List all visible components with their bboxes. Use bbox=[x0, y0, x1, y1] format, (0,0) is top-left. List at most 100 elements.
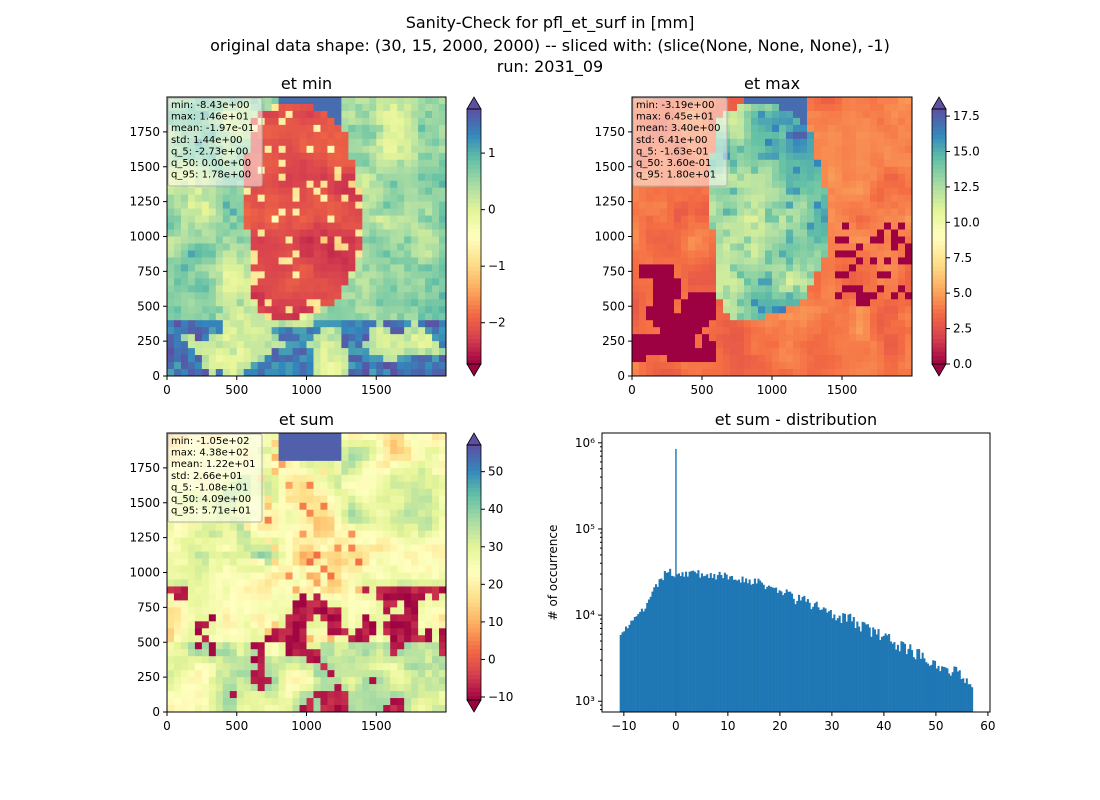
heatmap-cell bbox=[737, 124, 745, 133]
heatmap-cell bbox=[835, 278, 843, 286]
heatmap-cell bbox=[292, 341, 300, 349]
heatmap-cell bbox=[891, 117, 899, 126]
heatmap-cell bbox=[758, 187, 766, 196]
heatmap-cell bbox=[222, 243, 231, 251]
heatmap-cell bbox=[320, 264, 328, 272]
colorbar-segment bbox=[932, 181, 946, 186]
heatmap-cell bbox=[236, 187, 245, 196]
heatmap-cell bbox=[376, 635, 384, 643]
heatmap-cell bbox=[187, 320, 196, 328]
heatmap-cell bbox=[383, 348, 391, 356]
heatmap-cell bbox=[439, 145, 447, 154]
heatmap-cell bbox=[348, 607, 356, 615]
heatmap-cell bbox=[730, 341, 738, 349]
heatmap-cell bbox=[439, 278, 447, 286]
heatmap-cell bbox=[306, 306, 314, 314]
heatmap-cell bbox=[271, 691, 280, 699]
heatmap-cell bbox=[327, 334, 335, 342]
heatmap-cell bbox=[716, 355, 724, 363]
heatmap-cell bbox=[313, 586, 321, 594]
heatmap-cell bbox=[849, 97, 857, 105]
heatmap-cell bbox=[264, 433, 273, 441]
heatmap-cell bbox=[653, 369, 661, 377]
heatmap-cell bbox=[369, 600, 377, 608]
heatmap-cell bbox=[898, 369, 906, 377]
heatmap-cell bbox=[807, 173, 815, 182]
heatmap-cell bbox=[194, 327, 203, 335]
heatmap-cell bbox=[369, 334, 377, 342]
heatmap-cell bbox=[334, 362, 342, 370]
heatmap-cell bbox=[369, 670, 377, 678]
heatmap-cell bbox=[194, 306, 203, 314]
heatmap-cell bbox=[264, 243, 273, 251]
heatmap-cell bbox=[264, 271, 273, 279]
heatmap-cell bbox=[264, 488, 273, 497]
heatmap-cell bbox=[397, 131, 405, 140]
heatmap-cell bbox=[383, 152, 391, 161]
heatmap-cell bbox=[243, 565, 252, 573]
heatmap-cell bbox=[236, 621, 245, 629]
heatmap-cell bbox=[320, 124, 328, 133]
heatmap-cell bbox=[425, 670, 433, 678]
heatmap-cell bbox=[173, 215, 182, 223]
heatmap-cell bbox=[383, 670, 391, 678]
heatmap-cell bbox=[222, 544, 231, 552]
colorbar-segment bbox=[467, 287, 481, 293]
heatmap-cell bbox=[404, 313, 412, 321]
heatmap-cell bbox=[439, 334, 447, 342]
heatmap-cell bbox=[362, 537, 370, 546]
heatmap-cell bbox=[758, 222, 766, 230]
heatmap-cell bbox=[807, 362, 815, 370]
heatmap-cell bbox=[341, 362, 349, 370]
heatmap-cell bbox=[884, 257, 892, 265]
heatmap-cell bbox=[730, 173, 738, 182]
heatmap-cell bbox=[432, 502, 440, 511]
heatmap-cell bbox=[758, 320, 766, 328]
heatmap-cell bbox=[390, 600, 398, 608]
heatmap-cell bbox=[821, 369, 829, 377]
heatmap-cell bbox=[229, 649, 238, 657]
heatmap-cell bbox=[292, 271, 300, 279]
colorbar-frame bbox=[466, 108, 482, 365]
heatmap-cell bbox=[660, 194, 668, 203]
heatmap-cell bbox=[236, 642, 245, 650]
heatmap-cell bbox=[215, 642, 224, 650]
x-tick-label: 500 bbox=[691, 383, 714, 397]
colorbar-segment bbox=[932, 172, 946, 178]
heatmap-cell bbox=[313, 439, 321, 448]
heatmap-cell bbox=[208, 222, 217, 230]
heatmap-cell bbox=[814, 285, 822, 293]
heatmap-cell bbox=[362, 698, 370, 706]
heatmap-cell bbox=[362, 369, 370, 377]
heatmap-cell bbox=[404, 572, 412, 580]
heatmap-cell bbox=[201, 369, 210, 377]
heatmap-cell bbox=[397, 362, 405, 370]
heatmap-cell bbox=[786, 166, 794, 175]
heatmap-cell bbox=[236, 355, 245, 363]
heatmap-cell bbox=[341, 586, 349, 594]
heatmap-cell bbox=[348, 348, 356, 356]
heatmap-cell bbox=[383, 593, 391, 601]
heatmap-cell bbox=[334, 341, 342, 349]
heatmap-cell bbox=[870, 341, 878, 349]
heatmap-cell bbox=[758, 152, 766, 161]
heatmap-cell bbox=[688, 341, 696, 349]
heatmap-cell bbox=[180, 306, 189, 314]
heatmap-cell bbox=[432, 152, 440, 161]
heatmap-cell bbox=[432, 635, 440, 643]
heatmap-cell bbox=[404, 166, 412, 175]
heatmap-cell bbox=[236, 292, 245, 300]
heatmap-cell bbox=[229, 327, 238, 335]
heatmap-cell bbox=[264, 180, 273, 189]
colorbar-segment bbox=[467, 219, 481, 225]
heatmap-cell bbox=[313, 446, 321, 455]
heatmap-cell bbox=[362, 460, 370, 469]
heatmap-cell bbox=[376, 194, 384, 203]
heatmap-cell bbox=[180, 544, 189, 552]
heatmap-cell bbox=[383, 222, 391, 230]
heatmap-cell bbox=[404, 229, 412, 237]
heatmap-cell bbox=[208, 628, 217, 636]
heatmap-cell bbox=[278, 362, 286, 370]
heatmap-cell bbox=[173, 607, 182, 615]
heatmap-cell bbox=[425, 243, 433, 251]
